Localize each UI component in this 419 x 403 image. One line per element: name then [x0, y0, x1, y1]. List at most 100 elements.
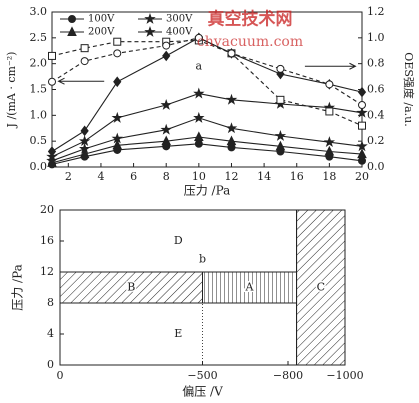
marker — [78, 135, 91, 147]
marker — [276, 95, 285, 104]
marker — [275, 140, 286, 151]
marker — [227, 49, 236, 58]
marker — [111, 111, 123, 123]
legend-marker — [68, 15, 76, 23]
series-line — [51, 143, 363, 165]
x-tick-label: −500 — [187, 369, 217, 382]
marker — [79, 148, 90, 159]
marker — [193, 111, 205, 123]
x-tick-label: 2 — [65, 170, 72, 183]
x-tick-label: 10 — [192, 170, 206, 183]
y-tick-label: 2.0 — [30, 57, 48, 70]
x-tick-label: 0 — [57, 369, 64, 382]
y-tick-label: 3.0 — [30, 5, 48, 18]
y-axis-label: 压力 /Pa — [11, 264, 25, 311]
y-tick-label: 1.5 — [30, 83, 48, 96]
region-label: C — [317, 281, 325, 294]
x-tick-label: 18 — [322, 170, 336, 183]
legend-marker — [67, 26, 77, 36]
marker — [358, 156, 366, 165]
marker — [162, 41, 171, 50]
marker — [161, 135, 172, 146]
marker — [324, 145, 335, 156]
x-tick-label: −800 — [273, 369, 303, 382]
marker — [357, 86, 367, 98]
marker — [113, 76, 122, 88]
arrow — [57, 77, 105, 85]
marker — [325, 80, 334, 89]
marker — [80, 57, 89, 66]
y-tick-label: 2.5 — [30, 31, 48, 44]
marker — [323, 136, 335, 148]
marker — [226, 135, 237, 146]
marker — [48, 51, 56, 60]
y-tick-label: 12 — [40, 265, 54, 278]
marker — [113, 37, 122, 46]
marker — [47, 146, 57, 157]
marker — [194, 131, 204, 142]
legend-label: 300V — [166, 14, 193, 25]
y-tick-label: 0.0 — [30, 160, 48, 173]
legend-label: 100V — [88, 14, 115, 25]
x-tick-label: 14 — [257, 170, 271, 183]
region-label: B — [127, 281, 135, 294]
y2-axis-label: OES强度 /a.u. — [402, 52, 416, 126]
legend-marker — [144, 26, 156, 37]
y-tick-label: 20 — [40, 203, 54, 216]
y-tick-label: 8 — [47, 296, 54, 309]
series-line — [51, 39, 363, 127]
x-tick-label: 4 — [97, 170, 104, 183]
marker — [46, 154, 58, 166]
marker — [112, 139, 123, 150]
watermark-title: 真空技术网 — [208, 9, 293, 30]
region-label: E — [174, 327, 182, 340]
marker — [48, 77, 56, 86]
legend-marker — [144, 13, 156, 24]
marker — [276, 64, 285, 73]
marker — [225, 93, 238, 105]
marker — [225, 122, 238, 134]
x-axis-label: 压力 /Pa — [184, 184, 231, 198]
marker — [358, 101, 366, 109]
x-tick-label: 12 — [224, 170, 238, 183]
y-tick-label: 0 — [47, 358, 54, 371]
marker — [160, 123, 172, 135]
y2-tick-label: 0.4 — [367, 108, 385, 121]
x-axis-label: 偏压 /V — [182, 384, 223, 399]
marker — [80, 125, 89, 137]
marker — [358, 121, 366, 130]
marker — [356, 106, 368, 118]
y-tick-label: 4 — [47, 327, 54, 340]
x-tick-label: −1000 — [326, 369, 363, 382]
y-axis-label: J /(mA · cm⁻²) — [5, 52, 18, 129]
x-tick-label: 8 — [163, 170, 170, 183]
y2-tick-label: 1.2 — [367, 5, 385, 18]
legend-label: 400V — [166, 27, 193, 38]
y-tick-label: 0.5 — [30, 134, 48, 147]
marker — [162, 50, 171, 62]
marker — [78, 142, 91, 154]
marker — [356, 140, 368, 152]
y-tick-label: 16 — [40, 234, 54, 247]
marker — [194, 139, 203, 148]
marker — [325, 107, 334, 116]
y2-tick-label: 0.0 — [367, 160, 385, 173]
y2-tick-label: 0.6 — [367, 83, 385, 96]
annotation: b — [199, 253, 206, 266]
region — [202, 271, 298, 304]
legend-label: 200V — [88, 27, 115, 38]
annotation: a — [196, 59, 203, 72]
y2-tick-label: 1.0 — [367, 31, 385, 44]
y2-tick-label: 0.8 — [367, 57, 385, 70]
y-tick-label: 1.0 — [30, 108, 48, 121]
marker — [80, 44, 89, 53]
marker — [274, 129, 287, 141]
y2-tick-label: 0.2 — [367, 134, 385, 147]
marker — [357, 148, 367, 159]
watermark-url: chvacuum.com — [197, 34, 303, 50]
marker — [194, 33, 203, 42]
x-tick-label: 16 — [290, 170, 304, 183]
marker — [193, 87, 205, 99]
arrow — [304, 62, 357, 70]
